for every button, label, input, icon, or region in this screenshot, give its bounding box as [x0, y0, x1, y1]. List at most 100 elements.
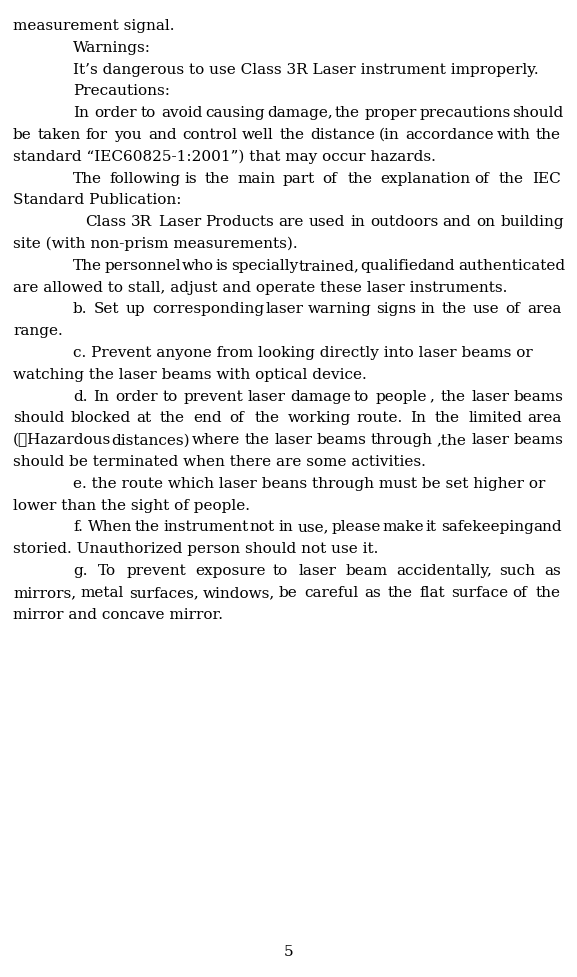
Text: the: the: [280, 128, 305, 142]
Text: the: the: [387, 586, 412, 600]
Text: should: should: [13, 411, 64, 425]
Text: people: people: [375, 390, 426, 404]
Text: in: in: [421, 303, 436, 317]
Text: e. the route which laser beans through must be set higher or: e. the route which laser beans through m…: [73, 477, 545, 490]
Text: blocked: blocked: [70, 411, 130, 425]
Text: Set: Set: [94, 303, 119, 317]
Text: it: it: [426, 521, 437, 534]
Text: the: the: [205, 172, 230, 186]
Text: the: the: [347, 172, 372, 186]
Text: ,the: ,the: [436, 433, 466, 447]
Text: f.: f.: [73, 521, 83, 534]
Text: use,: use,: [297, 521, 329, 534]
Text: specially: specially: [231, 259, 299, 273]
Text: and: and: [442, 215, 471, 230]
Text: the: the: [134, 521, 159, 534]
Text: the: the: [536, 586, 561, 600]
Text: proper: proper: [364, 106, 417, 120]
Text: It’s dangerous to use Class 3R Laser instrument improperly.: It’s dangerous to use Class 3R Laser ins…: [73, 63, 538, 76]
Text: (★Hazardous: (★Hazardous: [13, 433, 111, 447]
Text: distances): distances): [111, 433, 190, 447]
Text: surfaces,: surfaces,: [130, 586, 199, 600]
Text: and: and: [148, 128, 177, 142]
Text: in: in: [350, 215, 365, 230]
Text: lower than the sight of people.: lower than the sight of people.: [13, 498, 250, 513]
Text: corresponding: corresponding: [152, 303, 264, 317]
Text: distance: distance: [310, 128, 376, 142]
Text: be: be: [13, 128, 32, 142]
Text: where: where: [192, 433, 240, 447]
Text: be: be: [279, 586, 297, 600]
Text: the: the: [160, 411, 185, 425]
Text: used: used: [309, 215, 345, 230]
Text: watching the laser beams with optical device.: watching the laser beams with optical de…: [13, 367, 367, 382]
Text: d.: d.: [73, 390, 88, 404]
Text: main: main: [238, 172, 276, 186]
Text: of: of: [505, 303, 519, 317]
Text: damage: damage: [290, 390, 351, 404]
Text: authenticated: authenticated: [458, 259, 565, 273]
Text: the: the: [536, 128, 561, 142]
Text: 3R: 3R: [130, 215, 152, 230]
Text: to: to: [273, 564, 288, 578]
Text: signs: signs: [376, 303, 416, 317]
Text: route.: route.: [357, 411, 403, 425]
Text: standard “IEC60825-1:2001”) that may occur hazards.: standard “IEC60825-1:2001”) that may occ…: [13, 149, 436, 164]
Text: mirror and concave mirror.: mirror and concave mirror.: [13, 608, 223, 621]
Text: end: end: [193, 411, 222, 425]
Text: metal: metal: [80, 586, 123, 600]
Text: The: The: [73, 172, 102, 186]
Text: to: to: [163, 390, 178, 404]
Text: on: on: [476, 215, 495, 230]
Text: accordance: accordance: [405, 128, 494, 142]
Text: in: in: [279, 521, 293, 534]
Text: damage,: damage,: [267, 106, 333, 120]
Text: with: with: [497, 128, 530, 142]
Text: careful: careful: [304, 586, 358, 600]
Text: should: should: [512, 106, 563, 120]
Text: mirrors,: mirrors,: [13, 586, 76, 600]
Text: working: working: [288, 411, 351, 425]
Text: personnel: personnel: [104, 259, 181, 273]
Text: In: In: [93, 390, 109, 404]
Text: are allowed to stall, adjust and operate these laser instruments.: are allowed to stall, adjust and operate…: [13, 280, 507, 295]
Text: laser: laser: [471, 433, 509, 447]
Text: at: at: [136, 411, 151, 425]
Text: the: the: [254, 411, 280, 425]
Text: (in: (in: [379, 128, 400, 142]
Text: following: following: [109, 172, 181, 186]
Text: Class: Class: [85, 215, 126, 230]
Text: building: building: [501, 215, 564, 230]
Text: qualified: qualified: [360, 259, 428, 273]
Text: and: and: [533, 521, 561, 534]
Text: order: order: [95, 106, 137, 120]
Text: b.: b.: [73, 303, 88, 317]
Text: avoid: avoid: [161, 106, 203, 120]
Text: Warnings:: Warnings:: [73, 41, 151, 55]
Text: is: is: [216, 259, 228, 273]
Text: prevent: prevent: [126, 564, 186, 578]
Text: The: The: [73, 259, 102, 273]
Text: the: the: [335, 106, 359, 120]
Text: beams: beams: [513, 390, 563, 404]
Text: the: the: [244, 433, 269, 447]
Text: range.: range.: [13, 324, 63, 338]
Text: When: When: [88, 521, 132, 534]
Text: In: In: [410, 411, 426, 425]
Text: the: the: [440, 390, 466, 404]
Text: In: In: [73, 106, 89, 120]
Text: c. Prevent anyone from looking directly into laser beams or: c. Prevent anyone from looking directly …: [73, 346, 533, 360]
Text: of: of: [512, 586, 527, 600]
Text: control: control: [182, 128, 237, 142]
Text: precautions: precautions: [420, 106, 511, 120]
Text: as: as: [364, 586, 381, 600]
Text: area: area: [528, 303, 562, 317]
Text: the: the: [499, 172, 524, 186]
Text: storied. Unauthorized person should not use it.: storied. Unauthorized person should not …: [13, 542, 379, 556]
Text: of: of: [230, 411, 245, 425]
Text: IEC: IEC: [532, 172, 561, 186]
Text: measurement signal.: measurement signal.: [13, 19, 174, 33]
Text: well: well: [242, 128, 274, 142]
Text: Laser: Laser: [158, 215, 201, 230]
Text: Precautions:: Precautions:: [73, 84, 170, 99]
